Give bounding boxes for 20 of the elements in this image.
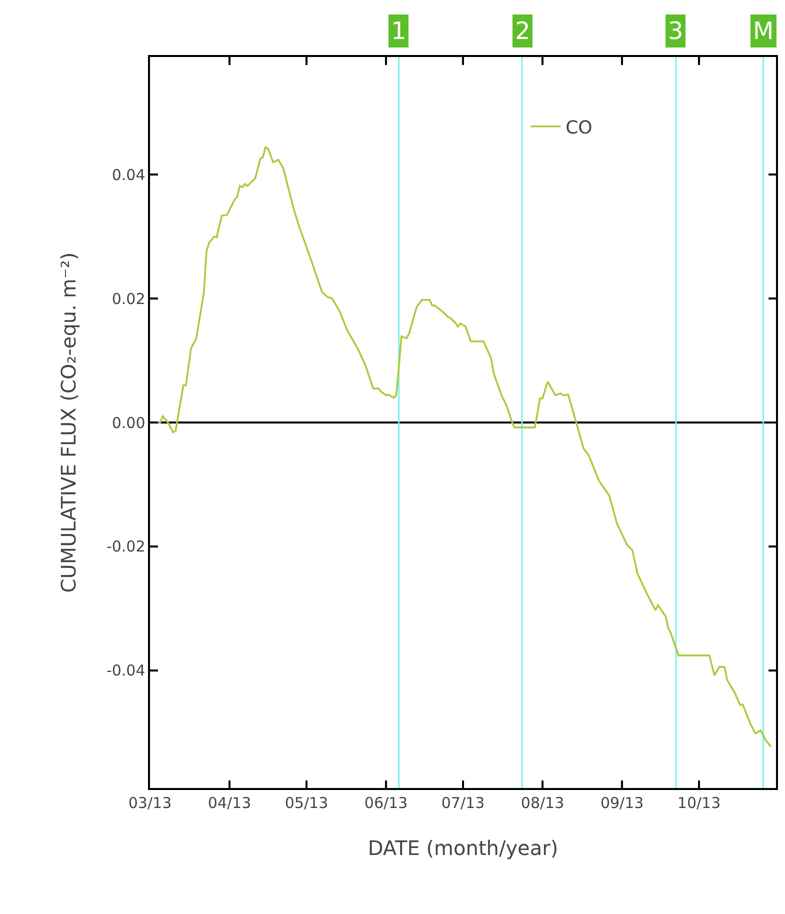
- x-tick-label: 05/13: [284, 794, 328, 812]
- y-tick-label: -0.02: [106, 538, 146, 556]
- y-tick-label: -0.04: [106, 662, 146, 680]
- legend-label: CO: [566, 117, 592, 138]
- x-tick-label: 06/13: [364, 794, 408, 812]
- y-axis-title: CUMULATIVE FLUX (CO₂-equ. m⁻²): [56, 252, 80, 593]
- ref-line-label: 2: [515, 17, 530, 45]
- x-tick-label: 04/13: [208, 794, 252, 812]
- ref-line-label: 3: [668, 17, 684, 45]
- ref-line-label: 1: [391, 17, 406, 45]
- x-tick-label: 08/13: [520, 794, 564, 812]
- x-tick-label: 03/13: [128, 794, 172, 812]
- y-tick-label: 0.02: [112, 290, 146, 308]
- x-tick-label: 09/13: [600, 794, 644, 812]
- y-tick-label: 0.00: [112, 414, 146, 432]
- ref-line-label: M: [753, 17, 774, 45]
- x-tick-label: 10/13: [677, 794, 721, 812]
- x-tick-label: 07/13: [441, 794, 485, 812]
- x-axis-title: DATE (month/year): [368, 836, 558, 860]
- y-tick-label: 0.04: [112, 166, 146, 184]
